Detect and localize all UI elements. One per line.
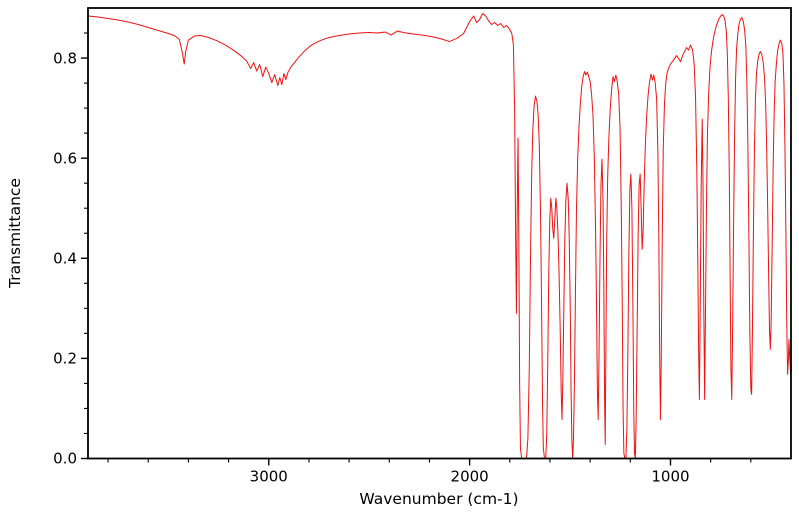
plot-frame xyxy=(87,7,792,460)
ticks-layer: 3000 2000 1000 0.0 0.2 0.4 0.6 0.8 xyxy=(53,32,752,486)
x-axis-label: Wavenumber (cm-1) xyxy=(359,490,518,508)
x-tick-label: 2000 xyxy=(451,468,489,486)
y-tick-label: 0.4 xyxy=(53,249,77,267)
y-tick-label: 0.0 xyxy=(53,450,77,468)
spectrum-line xyxy=(87,13,792,459)
x-tick-label: 3000 xyxy=(250,468,288,486)
series-layer xyxy=(87,13,792,459)
y-axis-label: Transmittance xyxy=(6,178,24,289)
y-tick-label: 0.6 xyxy=(53,149,77,167)
y-tick-label: 0.8 xyxy=(53,49,77,67)
y-tick-label: 0.2 xyxy=(53,350,77,368)
x-tick-label: 1000 xyxy=(651,468,689,486)
frame-layer xyxy=(87,7,792,460)
